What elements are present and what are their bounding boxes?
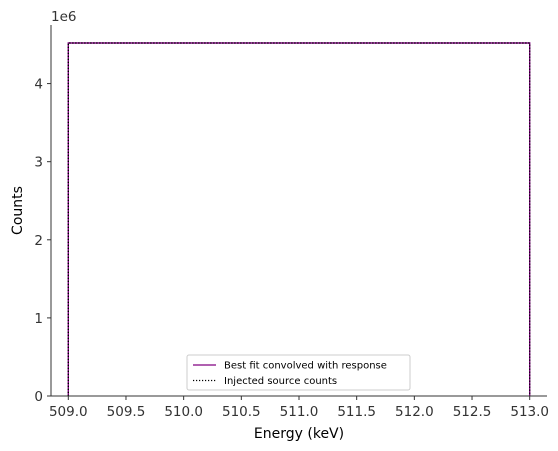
legend-label-1: Best fit convolved with response <box>224 361 387 372</box>
series-line-2 <box>67 42 531 396</box>
y-ticks: 0 1 2 3 4 <box>34 77 51 405</box>
y-tick-label: 2 <box>34 233 43 249</box>
series-line-1 <box>67 42 531 396</box>
y-tick-label: 3 <box>34 155 43 171</box>
x-axis-label: Energy (keV) <box>254 426 344 442</box>
x-tick-label: 512.5 <box>453 404 492 420</box>
x-tick-label: 510.5 <box>222 404 261 420</box>
series-layer <box>67 42 531 396</box>
legend-box <box>186 354 411 391</box>
x-tick-label: 511.0 <box>280 404 319 420</box>
y-tick-label: 1 <box>34 311 43 327</box>
x-tick-label: 512.0 <box>395 404 434 420</box>
x-tick-label: 513.0 <box>510 404 549 420</box>
x-tick-label: 511.5 <box>337 404 376 420</box>
y-offset-text: 1e6 <box>51 9 76 25</box>
y-tick-label: 0 <box>34 389 43 405</box>
y-tick-label: 4 <box>34 77 43 93</box>
legend: Best fit convolved with response Injected… <box>186 354 411 391</box>
x-tick-label: 509.5 <box>107 404 146 420</box>
x-tick-label: 509.0 <box>49 404 88 420</box>
legend-label-2: Injected source counts <box>224 376 337 387</box>
x-ticks: 509.0 509.5 510.0 510.5 511.0 511.5 512.0 512.5… <box>49 396 549 420</box>
y-axis-label: Counts <box>10 186 26 235</box>
x-tick-label: 510.0 <box>164 404 203 420</box>
